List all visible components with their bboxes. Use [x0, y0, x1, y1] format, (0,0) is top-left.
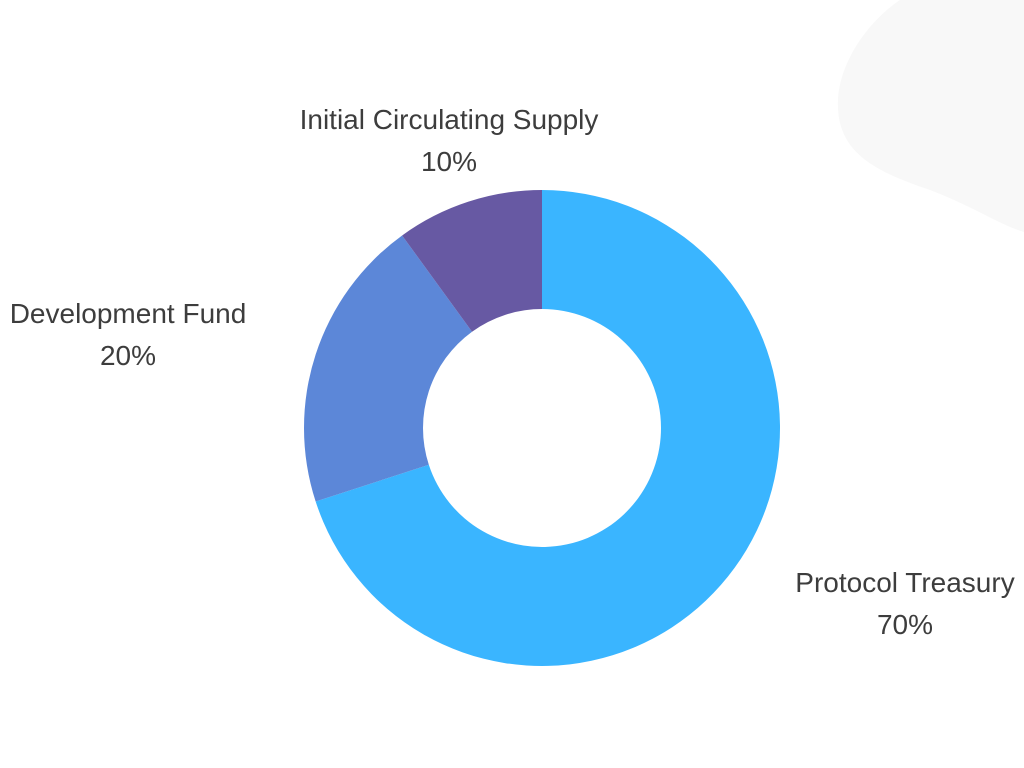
slice-value-protocol-treasury: 70%	[876, 609, 934, 640]
slice-name-protocol-treasury: Protocol Treasury	[795, 567, 1015, 598]
slice-development-fund	[304, 235, 473, 502]
donut-slices	[304, 190, 780, 666]
slice-name-development-fund: Development Fund	[9, 298, 247, 329]
slice-label-initial-circulating-supply: Initial Circulating Supply 10%	[284, 99, 614, 183]
slice-label-development-fund: Development Fund 20%	[0, 293, 256, 377]
slice-initial-circulating-supply	[402, 190, 542, 332]
slice-value-development-fund: 20%	[99, 340, 157, 371]
slice-value-initial-circulating-supply: 10%	[420, 146, 478, 177]
slice-name-initial-circulating-supply: Initial Circulating Supply	[299, 104, 599, 135]
slice-protocol-treasury	[315, 190, 780, 666]
slice-label-protocol-treasury: Protocol Treasury 70%	[786, 562, 1024, 646]
background-blob	[837, 0, 1024, 232]
